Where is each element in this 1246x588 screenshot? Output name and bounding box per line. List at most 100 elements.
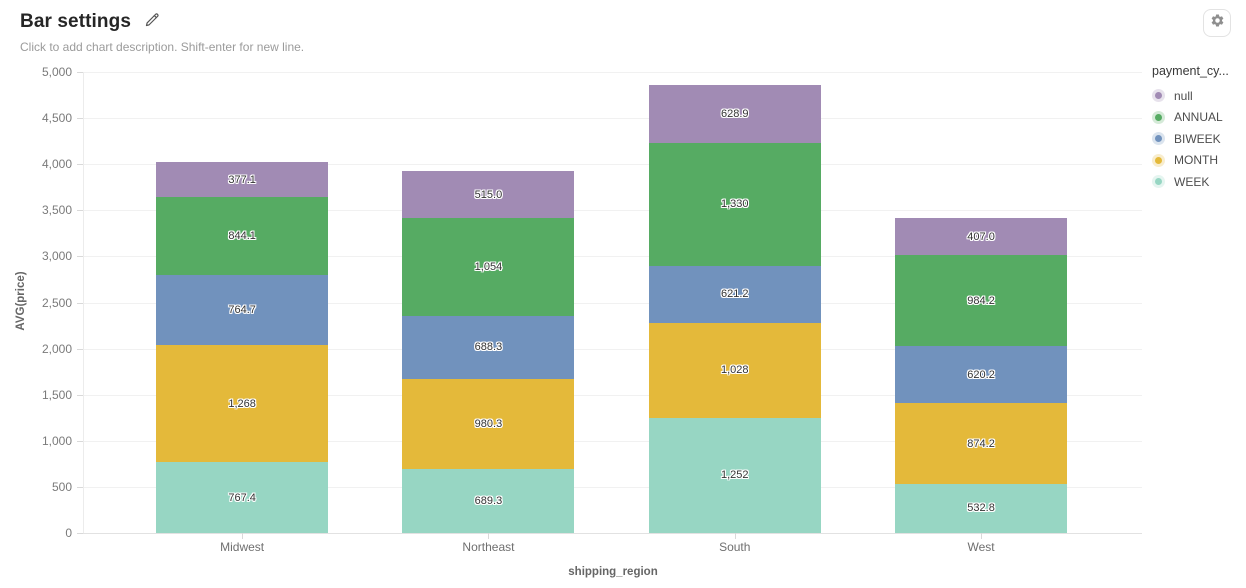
bar-segment-MONTH-West[interactable]: 874.2 [895, 403, 1068, 484]
bar-segment-null-South[interactable]: 628.9 [648, 84, 821, 143]
bar-segment-null-West[interactable]: 407.0 [895, 217, 1068, 256]
y-tick-1500 [77, 394, 83, 396]
bar-segment-BIWEEK-Midwest[interactable]: 764.7 [156, 274, 329, 346]
y-tick-2500 [77, 302, 83, 304]
legend-marker-icon [1152, 153, 1165, 167]
y-tick-5000 [77, 72, 83, 73]
legend: payment_cy... null ANNUAL BIWEEK MONTH WEEK [1152, 64, 1246, 193]
x-tick-label-West: West [967, 540, 995, 554]
y-tick-500 [77, 486, 83, 488]
gridline-1500 [83, 394, 1142, 396]
bar-segment-WEEK-Northeast[interactable]: 689.3 [402, 469, 575, 533]
bar-segment-ANNUAL-Northeast[interactable]: 1,054 [402, 218, 575, 316]
bar-segment-MONTH-Midwest[interactable]: 1,268 [156, 345, 329, 463]
bar-value-label: 407.0 [967, 230, 995, 243]
gridline-4500 [83, 118, 1142, 120]
legend-item-ANNUAL[interactable]: ANNUAL [1152, 107, 1246, 129]
legend-item-label: WEEK [1174, 174, 1210, 189]
legend-title: payment_cy... [1152, 64, 1229, 78]
edit-title-button[interactable] [143, 13, 161, 31]
x-tick-Midwest [242, 533, 244, 539]
bar-segment-ANNUAL-South[interactable]: 1,330 [648, 142, 821, 266]
y-tick-2000 [77, 348, 83, 350]
y-tick-label-3500: 3,500 [41, 203, 72, 218]
bar-segment-MONTH-Northeast[interactable]: 980.3 [402, 379, 575, 470]
legend-item-label: BIWEEK [1174, 131, 1221, 146]
y-tick-label-2500: 2,500 [41, 295, 72, 310]
legend-item-BIWEEK[interactable]: BIWEEK [1152, 128, 1246, 150]
bar-value-label: 764.7 [228, 304, 256, 317]
legend-item-label: MONTH [1174, 153, 1218, 168]
bar-value-label: 1,054 [474, 261, 503, 273]
gridline-3000 [83, 256, 1142, 258]
gear-icon [1210, 13, 1225, 33]
bar-value-label: 844.1 [228, 229, 256, 242]
legend-item-null[interactable]: null [1152, 85, 1246, 107]
gridline-2500 [83, 302, 1142, 304]
bar-segment-ANNUAL-West[interactable]: 984.2 [895, 255, 1068, 347]
bar-segment-null-Midwest[interactable]: 377.1 [156, 162, 329, 197]
y-tick-label-1000: 1,000 [41, 433, 72, 448]
x-tick-label-South: South [719, 540, 751, 554]
x-axis-title: shipping_region [568, 566, 658, 578]
bar-value-label: 620.2 [967, 368, 995, 381]
x-tick-South [734, 533, 736, 539]
bar-segment-ANNUAL-Midwest[interactable]: 844.1 [156, 197, 329, 275]
legend-item-WEEK[interactable]: WEEK [1152, 171, 1246, 193]
gridline-2000 [83, 348, 1142, 350]
y-tick-label-500: 500 [51, 479, 72, 494]
y-tick-label-0: 0 [65, 526, 72, 540]
y-axis-title: AVG(price) [15, 271, 27, 331]
bar-value-label: 1,268 [228, 397, 256, 410]
page-title[interactable]: Bar settings [20, 11, 132, 32]
legend-marker-icon [1152, 175, 1165, 189]
bar-segment-WEEK-South[interactable]: 1,252 [648, 417, 821, 533]
gridline-5000 [83, 72, 1142, 73]
bar-value-label: 874.2 [967, 437, 995, 450]
bar-value-label: 1,028 [720, 364, 749, 377]
bar-segment-BIWEEK-West[interactable]: 620.2 [895, 346, 1068, 404]
y-tick-label-1500: 1,500 [41, 387, 72, 402]
legend-marker-icon [1152, 132, 1165, 146]
x-tick-West [981, 533, 983, 539]
bar-value-label: 532.8 [967, 502, 995, 515]
bar-segment-MONTH-South[interactable]: 1,028 [648, 322, 821, 418]
bar-value-label: 980.3 [474, 418, 503, 431]
gridline-3500 [83, 210, 1142, 212]
y-tick-4500 [77, 118, 83, 120]
bar-segment-WEEK-Midwest[interactable]: 767.4 [156, 462, 329, 533]
bar-value-label: 628.9 [720, 107, 749, 120]
legend-marker-icon [1152, 89, 1165, 103]
y-axis-line [83, 72, 84, 533]
bar-value-label: 984.2 [967, 294, 995, 307]
y-tick-4000 [77, 164, 83, 166]
legend-item-label: ANNUAL [1174, 110, 1223, 125]
bar-segment-BIWEEK-South[interactable]: 621.2 [648, 265, 821, 323]
chart-description-placeholder[interactable]: Click to add chart description. Shift-en… [20, 40, 305, 54]
y-tick-1000 [77, 440, 83, 442]
bar-value-label: 767.4 [228, 491, 256, 504]
legend-item-MONTH[interactable]: MONTH [1152, 150, 1246, 172]
legend-items: null ANNUAL BIWEEK MONTH WEEK [1152, 85, 1246, 193]
y-tick-label-5000: 5,000 [41, 65, 72, 79]
x-tick-Northeast [488, 533, 490, 539]
y-tick-label-3000: 3,000 [41, 249, 72, 264]
x-tick-label-Midwest: Midwest [220, 540, 265, 554]
gridline-500 [83, 486, 1142, 488]
x-axis-line [83, 533, 1142, 534]
bar-segment-WEEK-West[interactable]: 532.8 [895, 483, 1068, 533]
chart-settings-button[interactable] [1203, 9, 1231, 37]
gridline-1000 [83, 440, 1142, 442]
bar-value-label: 689.3 [474, 495, 503, 508]
y-tick-0 [77, 533, 83, 534]
bar-segment-null-Northeast[interactable]: 515.0 [402, 170, 575, 219]
bar-value-label: 377.1 [228, 173, 256, 186]
y-tick-3000 [77, 256, 83, 258]
x-tick-label-Northeast: Northeast [462, 540, 515, 554]
legend-item-label: null [1174, 88, 1193, 103]
gridline-4000 [83, 164, 1142, 166]
bar-value-label: 1,330 [720, 198, 749, 211]
bar-segment-BIWEEK-Northeast[interactable]: 688.3 [402, 315, 575, 380]
y-tick-3500 [77, 210, 83, 212]
